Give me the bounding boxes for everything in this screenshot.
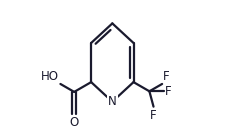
Text: F: F <box>165 85 171 98</box>
Text: O: O <box>69 116 79 129</box>
Text: F: F <box>149 109 156 122</box>
Text: N: N <box>107 95 116 108</box>
Text: F: F <box>163 70 169 83</box>
Text: HO: HO <box>41 70 59 83</box>
